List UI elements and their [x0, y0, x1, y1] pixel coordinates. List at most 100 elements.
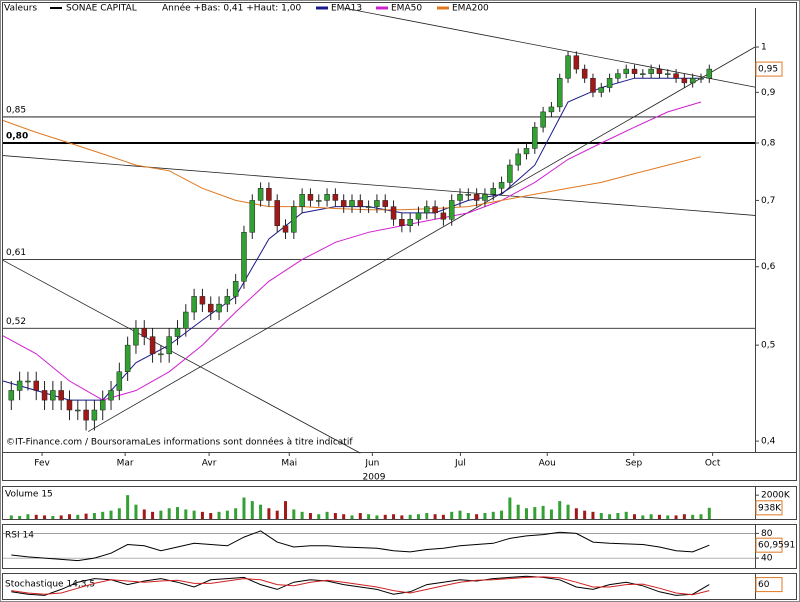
volume-bar	[500, 510, 504, 519]
volume-bar	[200, 511, 204, 519]
candle-body	[407, 219, 413, 226]
panel-title: RSI 14	[5, 531, 34, 541]
volume-bar	[400, 515, 404, 519]
volume-bar	[275, 510, 279, 519]
volume-bar	[134, 504, 138, 519]
volume-bar	[109, 510, 113, 519]
candle-body	[515, 153, 521, 166]
volume-bar	[300, 511, 304, 519]
candle-body	[432, 206, 438, 214]
x-tick-label: Sep	[625, 459, 642, 469]
volume-bar	[175, 507, 179, 519]
y-tick-label: 0,4	[761, 437, 776, 447]
source-note: ©IT-Finance.com / BoursoramaLes informat…	[6, 437, 353, 448]
volume-bar	[184, 509, 188, 519]
last-value-label: 60	[758, 580, 770, 590]
volume-bar	[691, 514, 695, 519]
x-tick-label: Mar	[117, 459, 134, 469]
volume-bar	[466, 513, 470, 519]
volume-bar	[649, 514, 653, 519]
stoch-panel	[2, 573, 797, 600]
volume-bar	[558, 501, 562, 519]
legend-label: SONAE CAPITAL	[66, 4, 137, 14]
volume-bar	[699, 514, 703, 519]
volume-bar	[392, 514, 396, 519]
volume-bar	[416, 514, 420, 519]
candle-body	[457, 194, 463, 201]
candle-body	[149, 336, 156, 355]
volume-bar	[541, 505, 545, 519]
y-tick-label: 1	[761, 43, 767, 53]
candle-body	[490, 188, 497, 195]
candle-body	[424, 206, 430, 214]
candle-body	[8, 390, 15, 401]
panel-title: Stochastique 14,3,5	[5, 580, 95, 590]
candle-body	[623, 68, 629, 74]
volume-bar	[475, 514, 479, 519]
legend-label: EMA200	[452, 4, 489, 14]
volume-bar	[117, 508, 121, 519]
volume-bar	[491, 511, 495, 519]
candle-body	[299, 194, 305, 207]
price-panel	[2, 2, 797, 481]
candle-body	[332, 194, 339, 201]
candle-body	[324, 194, 330, 201]
volume-bar	[574, 508, 578, 519]
volume-bar	[142, 509, 146, 519]
volume-bar	[483, 513, 487, 519]
legend-title: Valeurs	[4, 4, 37, 14]
y-tick-label: 0,5	[761, 341, 775, 351]
volume-bar	[408, 514, 412, 519]
candle-body	[307, 194, 314, 201]
candle-body	[498, 182, 505, 189]
volume-bar	[342, 514, 346, 519]
x-tick-label: Jun	[364, 459, 379, 469]
trendline	[87, 46, 756, 432]
volume-bar	[308, 513, 312, 519]
candle-body	[448, 200, 455, 220]
x-tick-label: Oct	[705, 459, 721, 469]
x-tick-label: Fev	[34, 459, 50, 469]
volume-bar	[234, 508, 238, 519]
volume-bar	[591, 511, 595, 519]
candle-body	[183, 311, 189, 329]
volume-panel	[2, 486, 797, 520]
y-tick-label: 2000K	[761, 491, 791, 501]
level-label: 0,85	[6, 105, 26, 115]
legend-label: EMA50	[391, 4, 422, 14]
level-label: 0,61	[6, 248, 26, 258]
candle-body	[291, 206, 297, 233]
candle-body	[174, 328, 181, 337]
last-value-box	[755, 537, 783, 553]
volume-bar	[92, 513, 96, 519]
volume-bar	[367, 514, 371, 519]
volume-bar	[18, 516, 22, 519]
volume-bar	[524, 508, 528, 519]
x-tick-label: Jul	[454, 459, 466, 469]
candle-body	[241, 232, 247, 282]
y-tick-label: 40	[761, 554, 773, 564]
volume-bar	[333, 513, 337, 519]
candle-body	[282, 225, 289, 233]
volume-bar	[217, 511, 221, 519]
x-tick-label: Avr	[202, 459, 217, 469]
volume-bar	[533, 507, 537, 519]
candle-body	[706, 68, 713, 79]
volume-bar	[225, 510, 229, 519]
last-value-box	[755, 61, 783, 77]
indicator-line	[11, 576, 710, 596]
candle-body	[166, 336, 172, 355]
candle-body	[41, 390, 48, 401]
volume-bar	[126, 495, 130, 519]
trendline	[2, 155, 756, 216]
candle-body	[648, 68, 654, 74]
volume-bar	[358, 513, 362, 519]
volume-bar	[375, 515, 379, 519]
candle-body	[440, 212, 447, 220]
candle-body	[340, 200, 347, 207]
candle-body	[257, 188, 264, 201]
volume-bar	[425, 513, 429, 519]
candle-body	[698, 77, 704, 80]
